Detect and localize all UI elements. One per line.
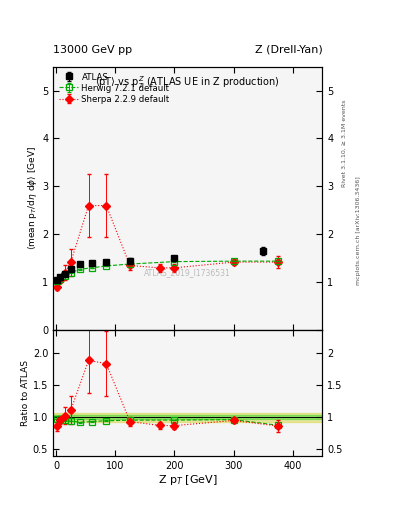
Text: 13000 GeV pp: 13000 GeV pp: [53, 45, 132, 55]
X-axis label: Z p$_T$ [GeV]: Z p$_T$ [GeV]: [158, 473, 218, 487]
Text: Z (Drell-Yan): Z (Drell-Yan): [255, 45, 322, 55]
Text: $\langle$pT$\rangle$ vs p$_T^Z$ (ATLAS UE in Z production): $\langle$pT$\rangle$ vs p$_T^Z$ (ATLAS U…: [95, 74, 280, 91]
Y-axis label: $\langle$mean p$_T$/d$\eta$ d$\phi\rangle$ [GeV]: $\langle$mean p$_T$/d$\eta$ d$\phi\rangl…: [26, 146, 39, 250]
Legend: ATLAS, Herwig 7.2.1 default, Sherpa 2.2.9 default: ATLAS, Herwig 7.2.1 default, Sherpa 2.2.…: [57, 71, 171, 105]
Bar: [53, 415, 322, 419]
Text: Rivet 3.1.10, ≥ 3.1M events: Rivet 3.1.10, ≥ 3.1M events: [342, 100, 347, 187]
Text: mcplots.cern.ch [arXiv:1306.3436]: mcplots.cern.ch [arXiv:1306.3436]: [356, 176, 361, 285]
Bar: [53, 413, 322, 421]
Text: ATLAS_2019_I1736531: ATLAS_2019_I1736531: [144, 268, 231, 276]
Y-axis label: Ratio to ATLAS: Ratio to ATLAS: [21, 360, 30, 426]
